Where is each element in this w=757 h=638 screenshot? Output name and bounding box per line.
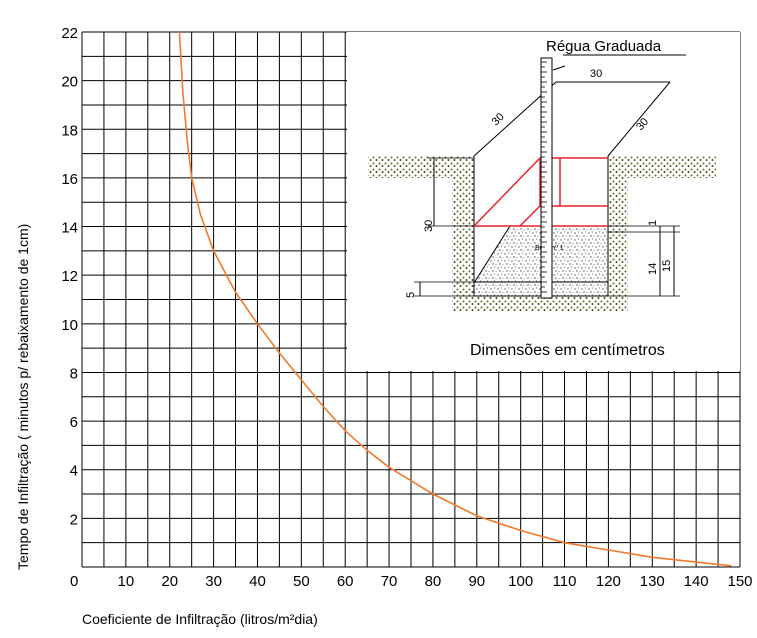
y-tick-label: 6	[70, 414, 78, 431]
x-tick-label: 70	[381, 573, 398, 590]
y-tick-label: 12	[61, 268, 78, 285]
y-tick-label: 16	[61, 171, 78, 188]
dim-total: 15	[661, 260, 673, 272]
y-tick-label: 10	[61, 317, 78, 334]
ruler-ticks	[541, 61, 547, 293]
x-axis-label: Coeficiente de Infiltração (litros/m²dia…	[82, 611, 318, 627]
x-tick-label: 40	[249, 573, 266, 590]
x-tick-label: 140	[684, 573, 709, 590]
y-tick-label: 20	[61, 74, 78, 91]
y-tick-labels: 2 4 6 8 10 12 14 16 18 20 22	[61, 25, 78, 528]
dim-sand: 5	[405, 292, 417, 298]
red-inner-box	[473, 157, 608, 227]
inset-diagram: Brita nº 1 30 30 30 Régua Graduada	[347, 32, 740, 371]
series-line-0	[178, 31, 732, 567]
x-tick-label: 80	[425, 573, 442, 590]
x-tick-label: 50	[293, 573, 310, 590]
x-tick-label: 10	[118, 573, 135, 590]
y-tick-label: 4	[70, 463, 78, 480]
ground-right	[608, 156, 716, 178]
x-tick-label: 0	[70, 573, 78, 590]
x-tick-label: 110	[553, 573, 577, 590]
x-tick-label: 120	[596, 573, 621, 590]
graduated-ruler	[540, 57, 553, 299]
ruler-title: Régua Graduada	[546, 38, 662, 55]
y-tick-label: 18	[61, 122, 78, 139]
dim-top: 30	[590, 68, 602, 80]
x-tick-label: 30	[205, 573, 222, 590]
x-tick-label: 150	[727, 573, 752, 590]
x-tick-label: 130	[640, 573, 665, 590]
pit-wall-right	[608, 178, 628, 310]
x-tick-label: 60	[337, 573, 354, 590]
pit-floor	[452, 296, 628, 312]
inset-caption: Dimensões em centímetros	[470, 342, 665, 359]
box-right-slope	[607, 81, 671, 157]
y-tick-label: 22	[61, 25, 78, 42]
x-tick-label: 100	[508, 573, 533, 590]
pit-wall-left	[452, 178, 474, 310]
ground-left	[368, 156, 474, 178]
x-tick-labels: 0 10 20 30 40 50 60 70 80 90 100 110 120 130 140 150	[70, 573, 753, 590]
series-layer	[178, 31, 732, 567]
y-axis-label: Tempo de Infiltração ( minutos p/ rebaix…	[15, 224, 31, 570]
x-tick-label: 90	[468, 573, 485, 590]
y-tick-label: 2	[70, 511, 78, 528]
y-tick-label: 14	[61, 220, 78, 237]
x-tick-label: 20	[161, 573, 178, 590]
ruler-pointer	[552, 65, 566, 71]
dim-depth: 30	[423, 220, 435, 232]
y-tick-label: 8	[70, 365, 78, 382]
dim-gravel: 14	[647, 263, 659, 275]
dim-gap: 1	[647, 220, 659, 226]
